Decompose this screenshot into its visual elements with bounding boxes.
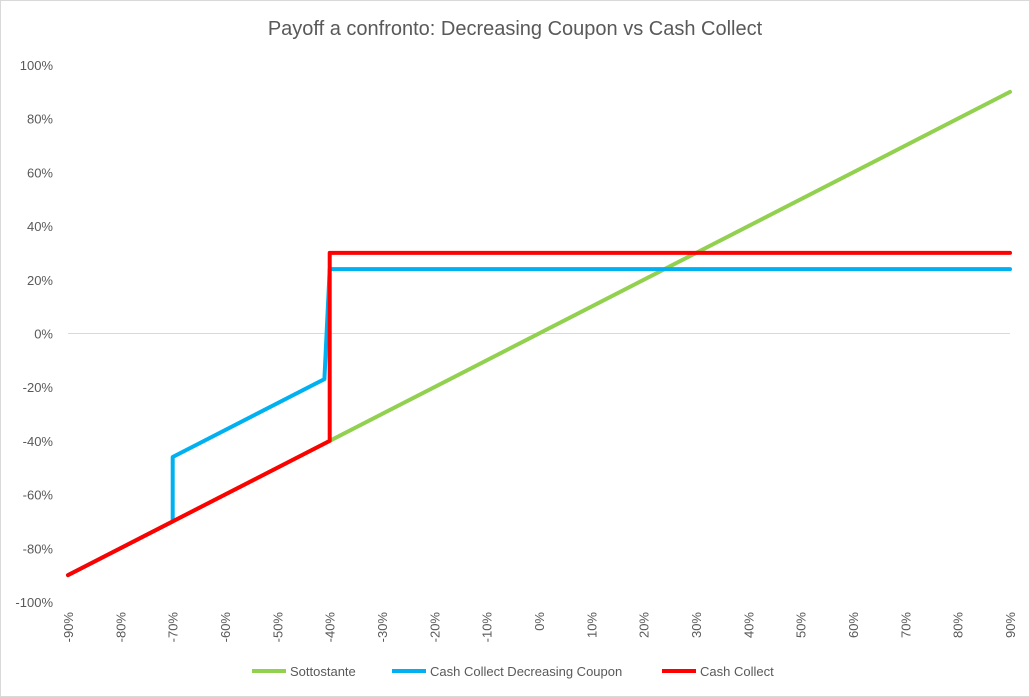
- series-lines: [66, 89, 1012, 578]
- x-tick-label: 50%: [794, 612, 809, 638]
- x-tick-label: -80%: [113, 612, 128, 643]
- y-tick-label: -100%: [15, 595, 53, 610]
- x-tick-label: 90%: [1003, 612, 1018, 638]
- y-tick-label: -80%: [23, 541, 54, 556]
- x-tick-label: -70%: [166, 612, 181, 643]
- y-tick-label: 100%: [20, 58, 54, 73]
- y-tick-label: -40%: [23, 434, 54, 449]
- x-tick-label: 20%: [637, 612, 652, 638]
- legend-label: Cash Collect Decreasing Coupon: [430, 664, 622, 679]
- x-tick-label: 30%: [689, 612, 704, 638]
- x-tick-label: 40%: [741, 612, 756, 638]
- series-line-3: [66, 250, 1012, 578]
- x-tick-label: 60%: [846, 612, 861, 638]
- y-tick-label: 60%: [27, 165, 53, 180]
- y-tick-label: -20%: [23, 380, 54, 395]
- y-tick-label: 0%: [34, 327, 53, 342]
- x-tick-label: -40%: [323, 612, 338, 643]
- x-tick-label: -10%: [480, 612, 495, 643]
- x-tick-label: 80%: [951, 612, 966, 638]
- x-tick-label: -30%: [375, 612, 390, 643]
- x-tick-label: 0%: [532, 612, 547, 631]
- y-tick-label: -60%: [23, 488, 54, 503]
- series-line-2: [66, 267, 1012, 578]
- x-tick-label: -50%: [270, 612, 285, 643]
- legend-label: Cash Collect: [700, 664, 774, 679]
- legend-label: Sottostante: [290, 664, 356, 679]
- y-tick-label: 80%: [27, 112, 53, 127]
- x-tick-label: -90%: [61, 612, 76, 643]
- x-axis-labels: -90% -80% -70% -60% -50% -40% -30% -20% -10% 0% 10…: [61, 612, 1018, 643]
- x-tick-label: 70%: [898, 612, 913, 638]
- y-tick-label: 40%: [27, 219, 53, 234]
- x-tick-label: 10%: [584, 612, 599, 638]
- x-tick-label: -20%: [427, 612, 442, 643]
- y-tick-label: 20%: [27, 273, 53, 288]
- y-axis-labels: 100% 80% 60% 40% 20% 0% -20% -40% -60% -80% -100%: [15, 58, 53, 610]
- legend: Sottostante Cash Collect Decreasing Coupo…: [252, 664, 774, 679]
- chart-title: Payoff a confronto: Decreasing Coupon vs…: [268, 18, 763, 40]
- x-tick-label: -60%: [218, 612, 233, 643]
